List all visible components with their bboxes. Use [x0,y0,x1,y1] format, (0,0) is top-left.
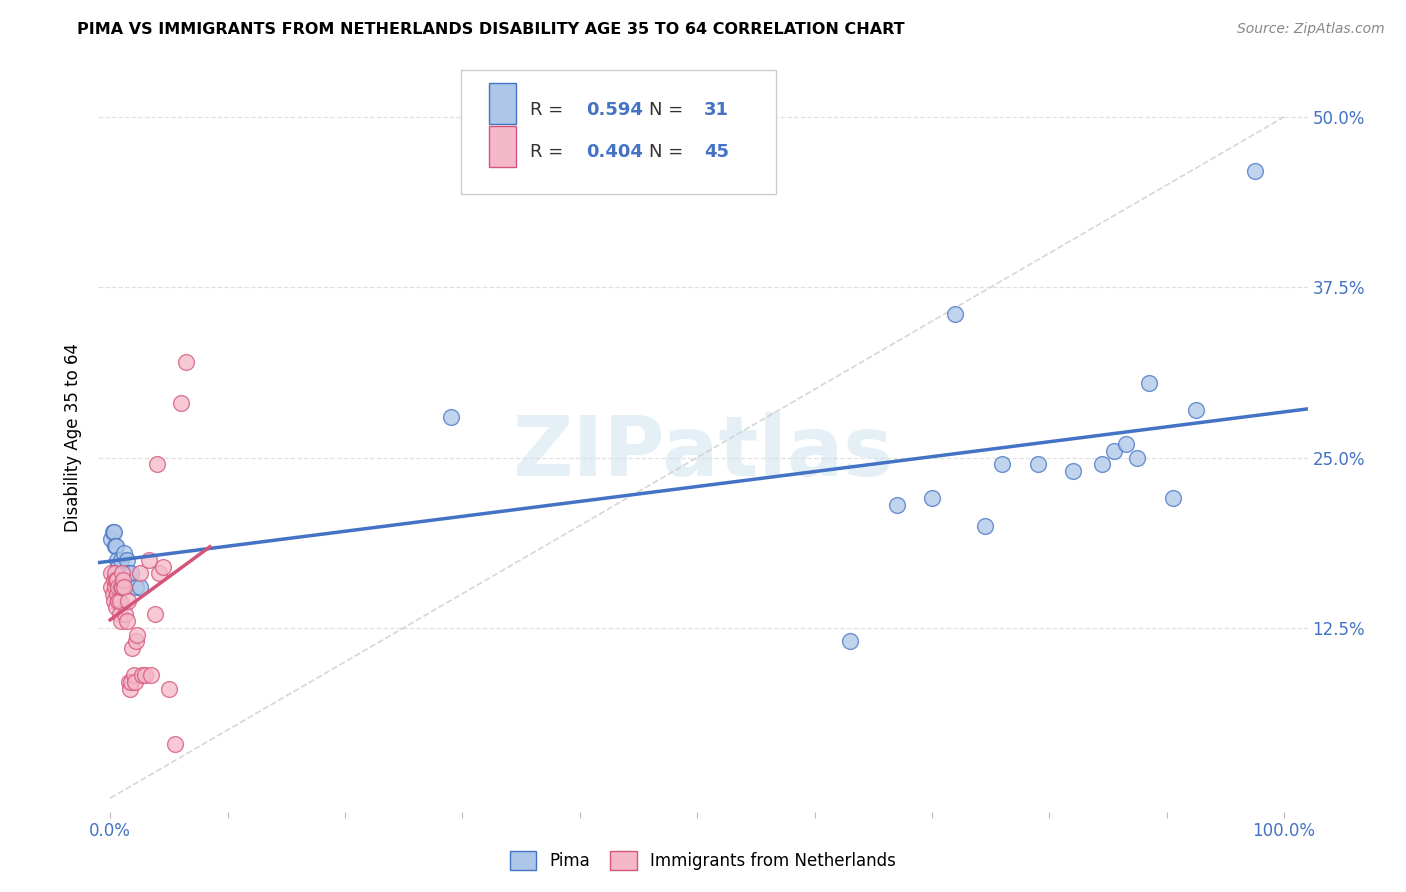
Point [112,573,135,587]
Point [105,539,128,553]
Text: 31: 31 [704,101,730,119]
Text: ZIPatlas: ZIPatlas [513,411,893,492]
Point [176,355,198,369]
Point [100,580,122,594]
Point [1185,402,1208,417]
Point [945,308,967,322]
Point [110,552,132,566]
Point [118,675,141,690]
FancyBboxPatch shape [489,83,516,124]
Point [120,682,142,697]
Point [1126,450,1149,465]
Text: Source: ZipAtlas.com: Source: ZipAtlas.com [1237,22,1385,37]
Point [111,566,134,581]
Point [105,573,128,587]
Point [1243,164,1265,178]
Point [104,539,127,553]
Point [105,600,128,615]
Point [131,668,153,682]
Point [105,552,128,566]
Point [1062,464,1084,478]
Text: R =: R = [530,101,569,119]
Point [110,580,132,594]
Point [127,627,149,641]
Text: 0.594: 0.594 [586,101,643,119]
Point [169,396,191,410]
Point [122,668,145,682]
Point [141,668,163,682]
Point [143,607,166,622]
Y-axis label: Disability Age 35 to 64: Disability Age 35 to 64 [65,343,83,532]
Point [148,566,170,581]
Point [973,518,995,533]
Point [163,737,186,751]
Point [838,634,860,648]
Point [120,566,142,581]
Point [886,498,908,512]
Point [107,559,129,574]
Point [152,559,174,574]
Point [104,580,127,594]
Point [112,546,135,560]
Point [134,668,156,682]
Text: N =: N = [648,101,689,119]
Point [100,566,122,581]
Point [121,641,143,656]
Legend: Pima, Immigrants from Netherlands: Pima, Immigrants from Netherlands [503,844,903,877]
Point [105,587,128,601]
Text: R =: R = [530,144,569,161]
Point [103,573,125,587]
Text: 0.404: 0.404 [586,144,643,161]
Point [439,409,461,424]
Point [110,614,132,628]
Point [117,593,139,607]
Point [1137,376,1160,390]
Point [108,607,131,622]
FancyBboxPatch shape [461,70,776,194]
Point [128,566,150,581]
Point [125,580,148,594]
Point [108,593,131,607]
Point [104,566,127,581]
Text: 45: 45 [704,144,730,161]
Point [1115,437,1137,451]
Point [101,587,124,601]
Point [991,458,1014,472]
FancyBboxPatch shape [489,126,516,167]
Point [120,675,142,690]
Point [112,580,135,594]
Point [125,634,148,648]
Point [103,593,125,607]
Point [117,566,139,581]
Point [114,607,136,622]
Point [1091,458,1114,472]
Point [111,580,134,594]
Point [921,491,943,506]
Text: PIMA VS IMMIGRANTS FROM NETHERLANDS DISABILITY AGE 35 TO 64 CORRELATION CHART: PIMA VS IMMIGRANTS FROM NETHERLANDS DISA… [77,22,905,37]
Point [115,552,138,566]
Point [105,573,128,587]
Point [107,593,129,607]
Point [1026,458,1049,472]
Point [138,552,160,566]
Point [146,458,169,472]
Point [103,525,125,540]
Point [107,580,129,594]
Text: N =: N = [648,144,689,161]
Point [128,580,150,594]
Point [1161,491,1184,506]
Point [157,682,180,697]
Point [1102,443,1125,458]
Point [101,525,124,540]
Point [115,614,138,628]
Point [100,533,122,547]
Point [124,675,146,690]
